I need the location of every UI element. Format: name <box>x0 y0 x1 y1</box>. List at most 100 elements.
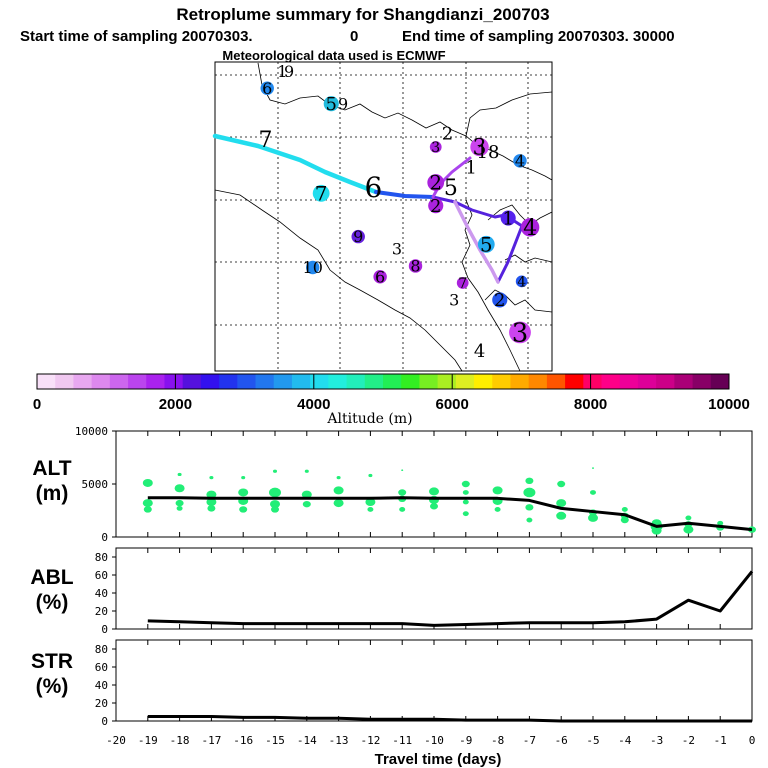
alt-scatter-point <box>143 506 152 513</box>
map-plume-dot <box>427 174 445 191</box>
colorbar-swatch <box>474 374 493 389</box>
track-purple <box>431 195 524 284</box>
alt-scatter-point <box>525 477 534 485</box>
x-tick-label: -3 <box>650 734 663 747</box>
map-day-label: 2 <box>494 290 505 311</box>
alt-scatter-point <box>523 487 536 498</box>
panel-label-top: ALT <box>32 457 71 480</box>
colorbar-swatch <box>656 374 675 389</box>
x-tick-label: -5 <box>586 734 599 747</box>
colorbar-tick-label: 8000 <box>574 396 607 413</box>
y-tick-label: 20 <box>95 605 108 618</box>
x-tick-label: -15 <box>265 734 285 747</box>
alt-scatter-point <box>651 526 662 535</box>
colorbar-swatch <box>546 374 566 389</box>
alt-scatter-point <box>590 490 596 495</box>
map-day-label: 4 <box>517 274 526 290</box>
map-day-label: 5 <box>326 94 337 115</box>
colorbar-tick-label: 10000 <box>708 396 750 413</box>
alt-scatter-point <box>273 469 277 473</box>
map-plume-dot <box>470 137 489 157</box>
alt-scatter-point <box>492 486 503 495</box>
map-plume-dot <box>428 198 444 214</box>
colorbar-swatch <box>237 374 257 389</box>
map-day-label: 1 <box>465 157 476 178</box>
colorbar-swatch <box>109 374 129 389</box>
alt-scatter-point <box>206 490 217 499</box>
alt-scatter-point <box>367 507 374 512</box>
alt-scatter-point <box>238 488 249 497</box>
colorbar-swatch <box>710 374 730 389</box>
alt-scatter-point <box>620 516 629 524</box>
panel-label-top: STR <box>31 650 73 673</box>
alt-scatter-point <box>142 499 153 508</box>
y-tick-label: 40 <box>95 587 108 600</box>
end-time-label: End time of sampling 20070303. 30000 <box>402 28 675 45</box>
alt-scatter-point <box>142 478 153 487</box>
map-day-label: 1 <box>502 208 513 229</box>
y-tick-label: 20 <box>95 697 108 710</box>
alt-scatter-point <box>398 489 407 496</box>
colorbar-swatch <box>437 374 457 389</box>
map-day-label: 8 <box>410 257 420 276</box>
y-tick-label: 10000 <box>75 425 108 438</box>
y-tick-label: 80 <box>95 643 108 656</box>
alt-scatter-point <box>336 476 341 480</box>
map-day-label: 6 <box>262 79 272 98</box>
map-plume-dot <box>492 292 508 308</box>
colorbar-swatch <box>528 374 548 389</box>
x-tick-label: -14 <box>297 734 317 747</box>
colorbar-swatch <box>583 374 603 389</box>
colorbar-swatch <box>182 374 202 389</box>
map-frame <box>214 61 553 372</box>
colorbar-swatch <box>328 374 348 389</box>
altitude-colorbar: 0 2000 4000 6000 8000 10000 Altitude (m) <box>33 373 750 427</box>
colorbar-tick-label: 4000 <box>297 396 330 413</box>
colorbar-swatch <box>692 374 712 389</box>
colorbar-label: Altitude (m) <box>326 411 412 427</box>
alt-scatter-point <box>429 487 439 496</box>
colorbar-ticks: 0 2000 4000 6000 8000 10000 <box>33 374 750 413</box>
colorbar-swatch <box>128 374 147 389</box>
alt-mean-line <box>147 496 753 532</box>
alt-scatter-point <box>717 520 724 526</box>
colorbar-swatch <box>492 374 511 389</box>
x-tick-label: -11 <box>392 734 412 747</box>
y-tick-label: 80 <box>95 551 108 564</box>
colorbar-swatch <box>310 374 329 389</box>
alt-scatter-point <box>241 476 246 480</box>
colorbar-swatch <box>146 374 165 389</box>
map-day-label: 1 <box>277 62 287 81</box>
map-day-label: 4 <box>474 341 485 362</box>
map-plume-dot <box>520 218 540 237</box>
alt-scatter-point <box>333 486 344 495</box>
map-day-label: 2 <box>429 171 442 195</box>
x-tick-label: -9 <box>459 734 472 747</box>
map-plume-dot <box>429 141 442 153</box>
colorbar-swatch <box>637 374 657 389</box>
x-tick-label: -1 <box>714 734 727 747</box>
alt-scatter-point <box>301 490 312 499</box>
alt-scatter-point <box>365 498 376 507</box>
map-grid <box>215 62 552 371</box>
y-tick-label: 60 <box>95 569 108 582</box>
alt-scatter-point <box>556 511 567 520</box>
colorbar-tick-label: 2000 <box>159 396 192 413</box>
alt-scatter-point <box>588 513 598 522</box>
x-tick-label: -4 <box>618 734 632 747</box>
colorbar-swatch <box>364 374 384 389</box>
map-plume-dot <box>500 210 516 226</box>
map-day-label: 7 <box>315 181 328 205</box>
map-day-label: 5 <box>480 232 493 256</box>
start-time-value: 0 <box>350 28 358 45</box>
alt-scatter-point <box>175 499 184 507</box>
map-day-label: 9 <box>338 94 348 113</box>
x-tick-label: -7 <box>523 734 536 747</box>
colorbar-swatch <box>419 374 439 389</box>
map-day-label: 6 <box>364 171 382 204</box>
x-tick-label: -19 <box>138 734 158 747</box>
y-tick-label: 60 <box>95 661 108 674</box>
colorbar-swatch <box>291 374 311 389</box>
colorbar-swatch <box>91 374 111 389</box>
